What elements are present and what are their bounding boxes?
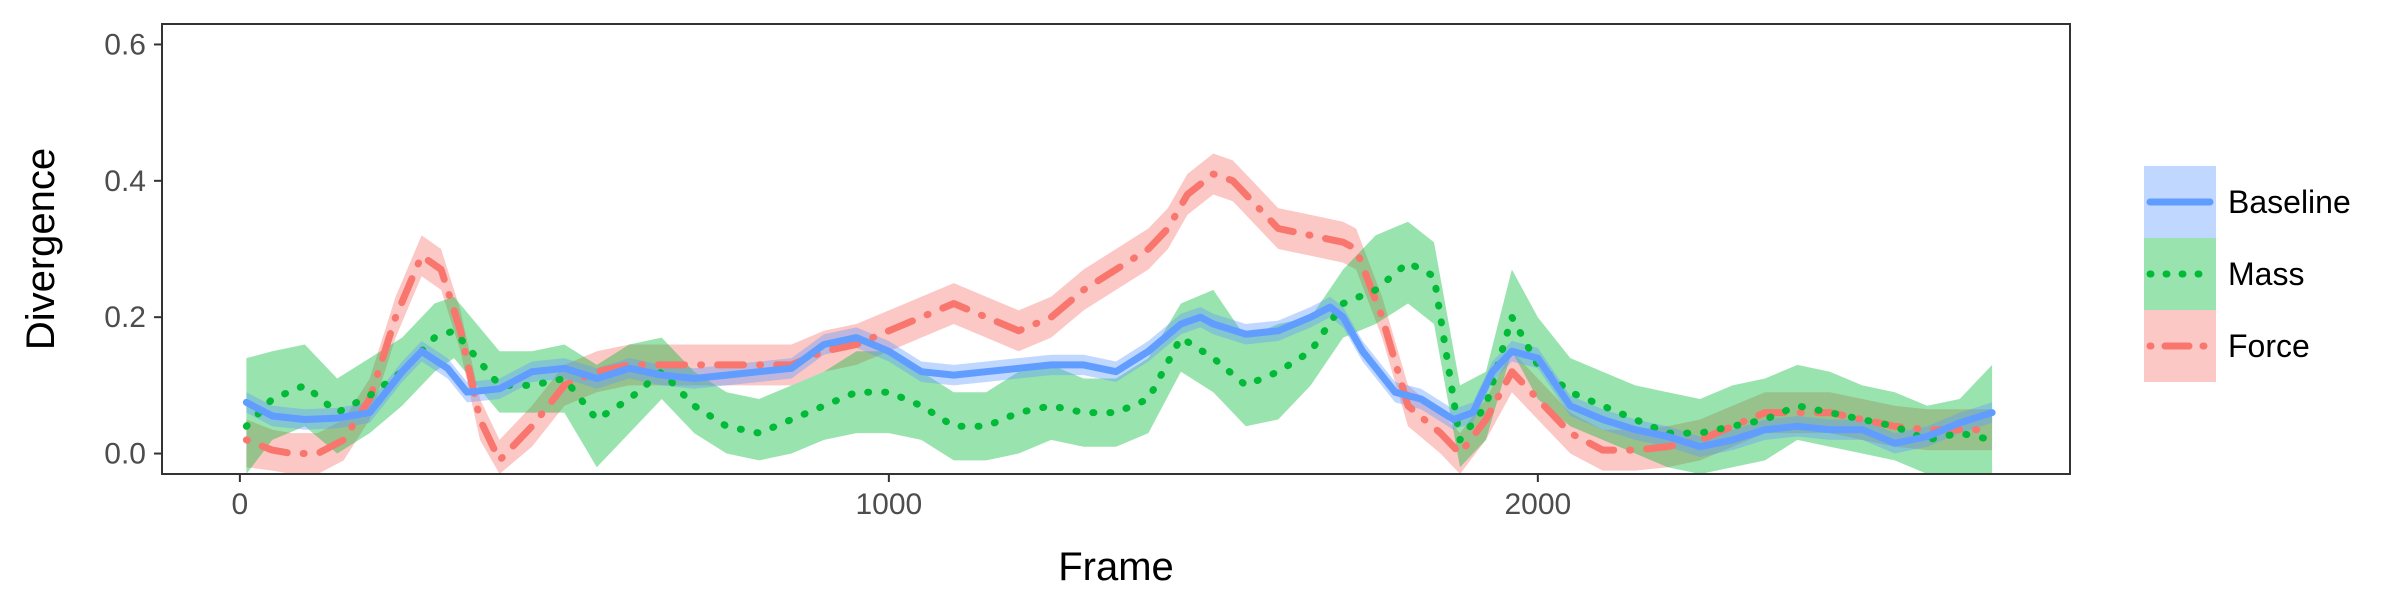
mass-confidence-band [246,221,1993,474]
y-axis: 0.0 0.2 0.4 0.6 [104,28,162,471]
legend-label-baseline: Baseline [2228,184,2351,220]
y-axis-title: Divergence [19,148,63,350]
baseline-confidence-band [246,296,1993,457]
force-line [242,170,1996,464]
x-tick-label: 0 [232,488,249,521]
plot-panel-border [161,23,2071,475]
legend-label-force: Force [2228,328,2310,364]
baseline-line [242,303,1996,451]
y-tick-label: 0.0 [104,438,146,471]
series-lines [242,170,1996,464]
legend: Baseline Mass Force [2144,166,2351,382]
x-tick-label: 2000 [1504,488,1571,521]
confidence-bands [246,153,1993,474]
legend-label-mass: Mass [2228,256,2304,292]
x-axis: 0 1000 2000 [232,474,1571,521]
y-tick-label: 0.2 [104,301,146,334]
x-axis-title: Frame [1058,545,1174,589]
y-tick-label: 0.4 [104,165,146,198]
y-tick-label: 0.6 [104,28,146,61]
x-tick-label: 1000 [855,488,922,521]
